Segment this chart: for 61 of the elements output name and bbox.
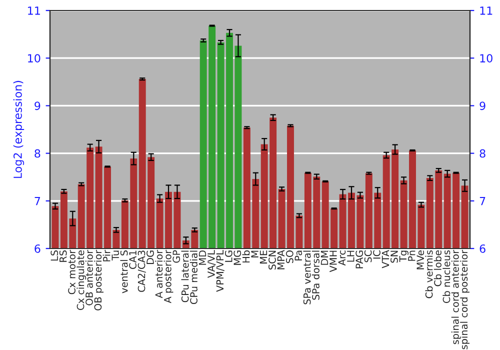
y-tick-label: 7 — [34, 197, 40, 206]
x-tick-label: Cx cingulate — [76, 250, 86, 310]
y2-tick-label: 6 — [480, 244, 486, 253]
x-tick-label: LS — [50, 250, 58, 261]
x-tick-label: MPA — [277, 250, 284, 270]
x-tick-label: CPu lateral — [181, 250, 189, 302]
x-tick-label: IC — [373, 250, 380, 259]
x-tick-label: OB anterior — [85, 250, 93, 306]
y-axis-title: Log2 (expression) — [13, 80, 24, 178]
x-tick-label: SPa ventral — [303, 250, 311, 304]
y-tick-label: 8 — [34, 149, 40, 158]
x-tick-label: CPu medial — [190, 250, 198, 304]
x-tick-label: Cb lobe — [434, 250, 442, 286]
y-tick-label: 11 — [28, 6, 40, 15]
x-tick-label: SPa dorsal — [312, 250, 320, 300]
x-tick-label: Cb vermis — [425, 250, 433, 298]
x-tick-label: VA/VL — [208, 250, 216, 278]
x-tick-label: DG — [146, 250, 154, 264]
x-tick-label: VPM/VPL — [216, 250, 224, 292]
x-tick-label: RS — [59, 250, 67, 262]
x-tick-label: SC — [364, 250, 372, 262]
x-tick-label: VTA — [382, 250, 390, 268]
x-tick-label: Tu — [112, 250, 120, 261]
x-tick-label: Pn — [408, 250, 416, 261]
x-tick-label: SCN — [268, 250, 276, 270]
x-tick-label: CA2/CA3 — [138, 250, 146, 292]
y2-tick-label: 11 — [480, 6, 492, 15]
y2-tick-label: 10 — [480, 54, 492, 62]
x-tick-label: Cx motor — [68, 250, 76, 294]
x-tick-label: Hb — [242, 250, 250, 262]
x-tick-label: GP — [172, 250, 180, 263]
y2-tick-label: 8 — [480, 149, 486, 158]
x-tick-label: CA1 — [129, 250, 136, 269]
y2-tick-label: 7 — [480, 197, 486, 206]
x-tick-label: spinal cord anterior — [451, 250, 461, 344]
x-tick-label: Tg — [399, 250, 408, 262]
y-tick-label: 6 — [34, 244, 40, 253]
x-tick-label: LG — [224, 250, 232, 262]
x-tick-label: M — [251, 250, 258, 258]
x-tick-label: A anterior — [155, 250, 163, 298]
x-tick-label: SN — [390, 250, 398, 263]
x-tick-label: OB posterior — [94, 250, 104, 310]
x-tick-label: MD — [198, 250, 206, 265]
x-tick-label: Pa — [294, 250, 302, 260]
x-tick-label: MVe — [416, 250, 424, 270]
y2-tick-label: 9 — [480, 102, 486, 110]
x-tick-label: spinal cord posterior — [460, 250, 470, 350]
x-tick-label: Arc — [338, 250, 346, 266]
x-tick-label: MG — [234, 250, 242, 265]
y-tick-label: 10 — [28, 54, 40, 62]
x-tick-label: SO — [286, 250, 294, 264]
x-tick-label: PAG — [356, 250, 364, 268]
x-tick-label: VMH — [330, 250, 337, 272]
x-tick-label: Pir — [102, 250, 110, 262]
x-tick-label: ventral S — [120, 250, 128, 294]
x-tick-label: DM — [320, 250, 328, 265]
x-tick-label: Cb nucleus — [442, 250, 450, 303]
y-tick-label: 9 — [34, 102, 40, 110]
x-tick-label: LH — [347, 250, 354, 262]
x-tick-label: ME — [260, 250, 268, 264]
x-tick-label: A posterior — [164, 250, 174, 304]
